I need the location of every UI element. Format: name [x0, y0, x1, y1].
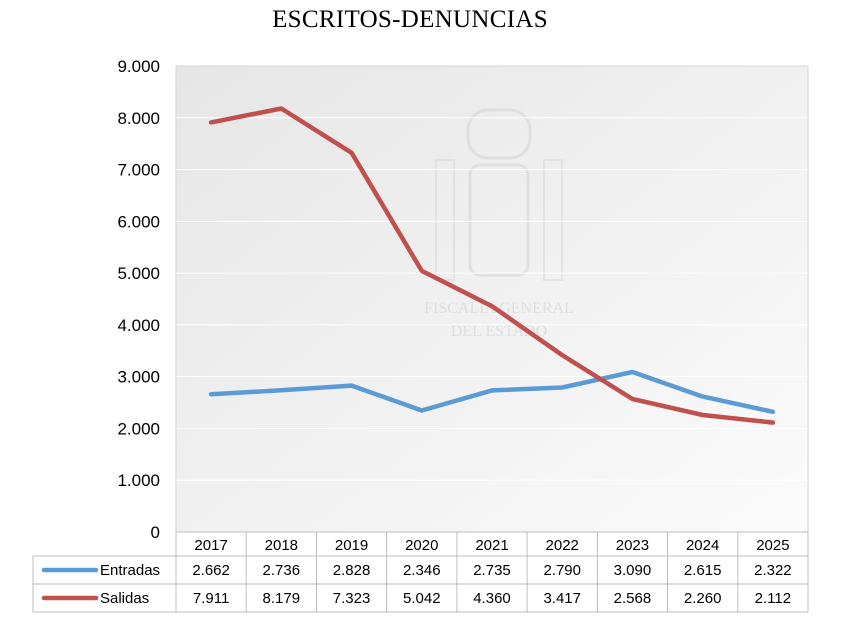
- pillar-left-shape: [435, 159, 455, 281]
- x-category-label: 2017: [194, 537, 227, 554]
- y-tick-label: 9.000: [117, 57, 160, 76]
- table-cell: 2.322: [754, 562, 792, 579]
- legend-label-salidas: Salidas: [100, 590, 149, 607]
- table-cell: 7.323: [333, 590, 371, 607]
- watermark-line2: DEL ESTADO: [451, 323, 547, 340]
- coat-of-arms-watermark: FISCALÍA GENERAL DEL ESTADO: [424, 108, 574, 340]
- x-category-label: 2025: [756, 537, 789, 554]
- gridlines: [176, 117, 808, 481]
- table-cell: 7.911: [193, 590, 229, 607]
- y-tick-label: 6.000: [117, 212, 160, 231]
- table-cell: 2.112: [755, 590, 791, 607]
- x-category-label: 2021: [475, 537, 508, 554]
- x-category-label: 2020: [405, 537, 438, 554]
- y-tick-label: 4.000: [117, 316, 160, 335]
- watermark-line1: FISCALÍA GENERAL: [424, 298, 574, 317]
- table-cell: 2.615: [684, 562, 722, 579]
- table-cell: 2.260: [684, 590, 722, 607]
- x-category-label: 2019: [335, 537, 368, 554]
- table-cell: 3.417: [543, 590, 581, 607]
- crown-shape: [466, 108, 532, 160]
- table-cell: 2.346: [403, 562, 441, 579]
- y-tick-label: 0: [151, 523, 160, 542]
- data-table: 2017 2018 2019 2020 2021 2022 2023 2024 2025 Entr…: [32, 531, 809, 613]
- x-category-label: 2024: [686, 537, 719, 554]
- x-category-label: 2022: [546, 537, 579, 554]
- series-line-salidas: [208, 106, 776, 425]
- table-cell: 8.179: [263, 590, 301, 607]
- table-cell: 2.662: [192, 562, 230, 579]
- y-axis-ticks: 0 1.000 2.000 3.000 4.000 5.000 6.000 7.000 8.00…: [117, 57, 160, 542]
- y-tick-label: 1.000: [117, 471, 160, 490]
- table-cell: 2.790: [543, 562, 581, 579]
- table-cell: 3.090: [614, 562, 652, 579]
- y-tick-label: 8.000: [117, 109, 160, 128]
- y-tick-label: 3.000: [117, 368, 160, 387]
- shield-shape: [468, 163, 530, 277]
- table-cell: 4.360: [473, 590, 511, 607]
- x-category-label: 2018: [265, 537, 298, 554]
- y-tick-label: 7.000: [117, 161, 160, 180]
- chart-title: ESCRITOS-DENUNCIAS: [272, 6, 548, 33]
- x-category-label: 2023: [616, 537, 649, 554]
- series-lines: [208, 106, 776, 425]
- y-tick-label: 2.000: [117, 419, 160, 438]
- y-tick-label: 5.000: [117, 264, 160, 283]
- table-cell: 5.042: [403, 590, 441, 607]
- legend-label-entradas: Entradas: [100, 562, 160, 579]
- pillar-right-shape: [543, 159, 563, 281]
- table-cell: 2.568: [614, 590, 652, 607]
- series-line-entradas: [208, 369, 776, 415]
- table-cell: 2.735: [473, 562, 511, 579]
- table-cell: 2.828: [333, 562, 371, 579]
- plot-area: [175, 65, 809, 533]
- table-cell: 2.736: [263, 562, 301, 579]
